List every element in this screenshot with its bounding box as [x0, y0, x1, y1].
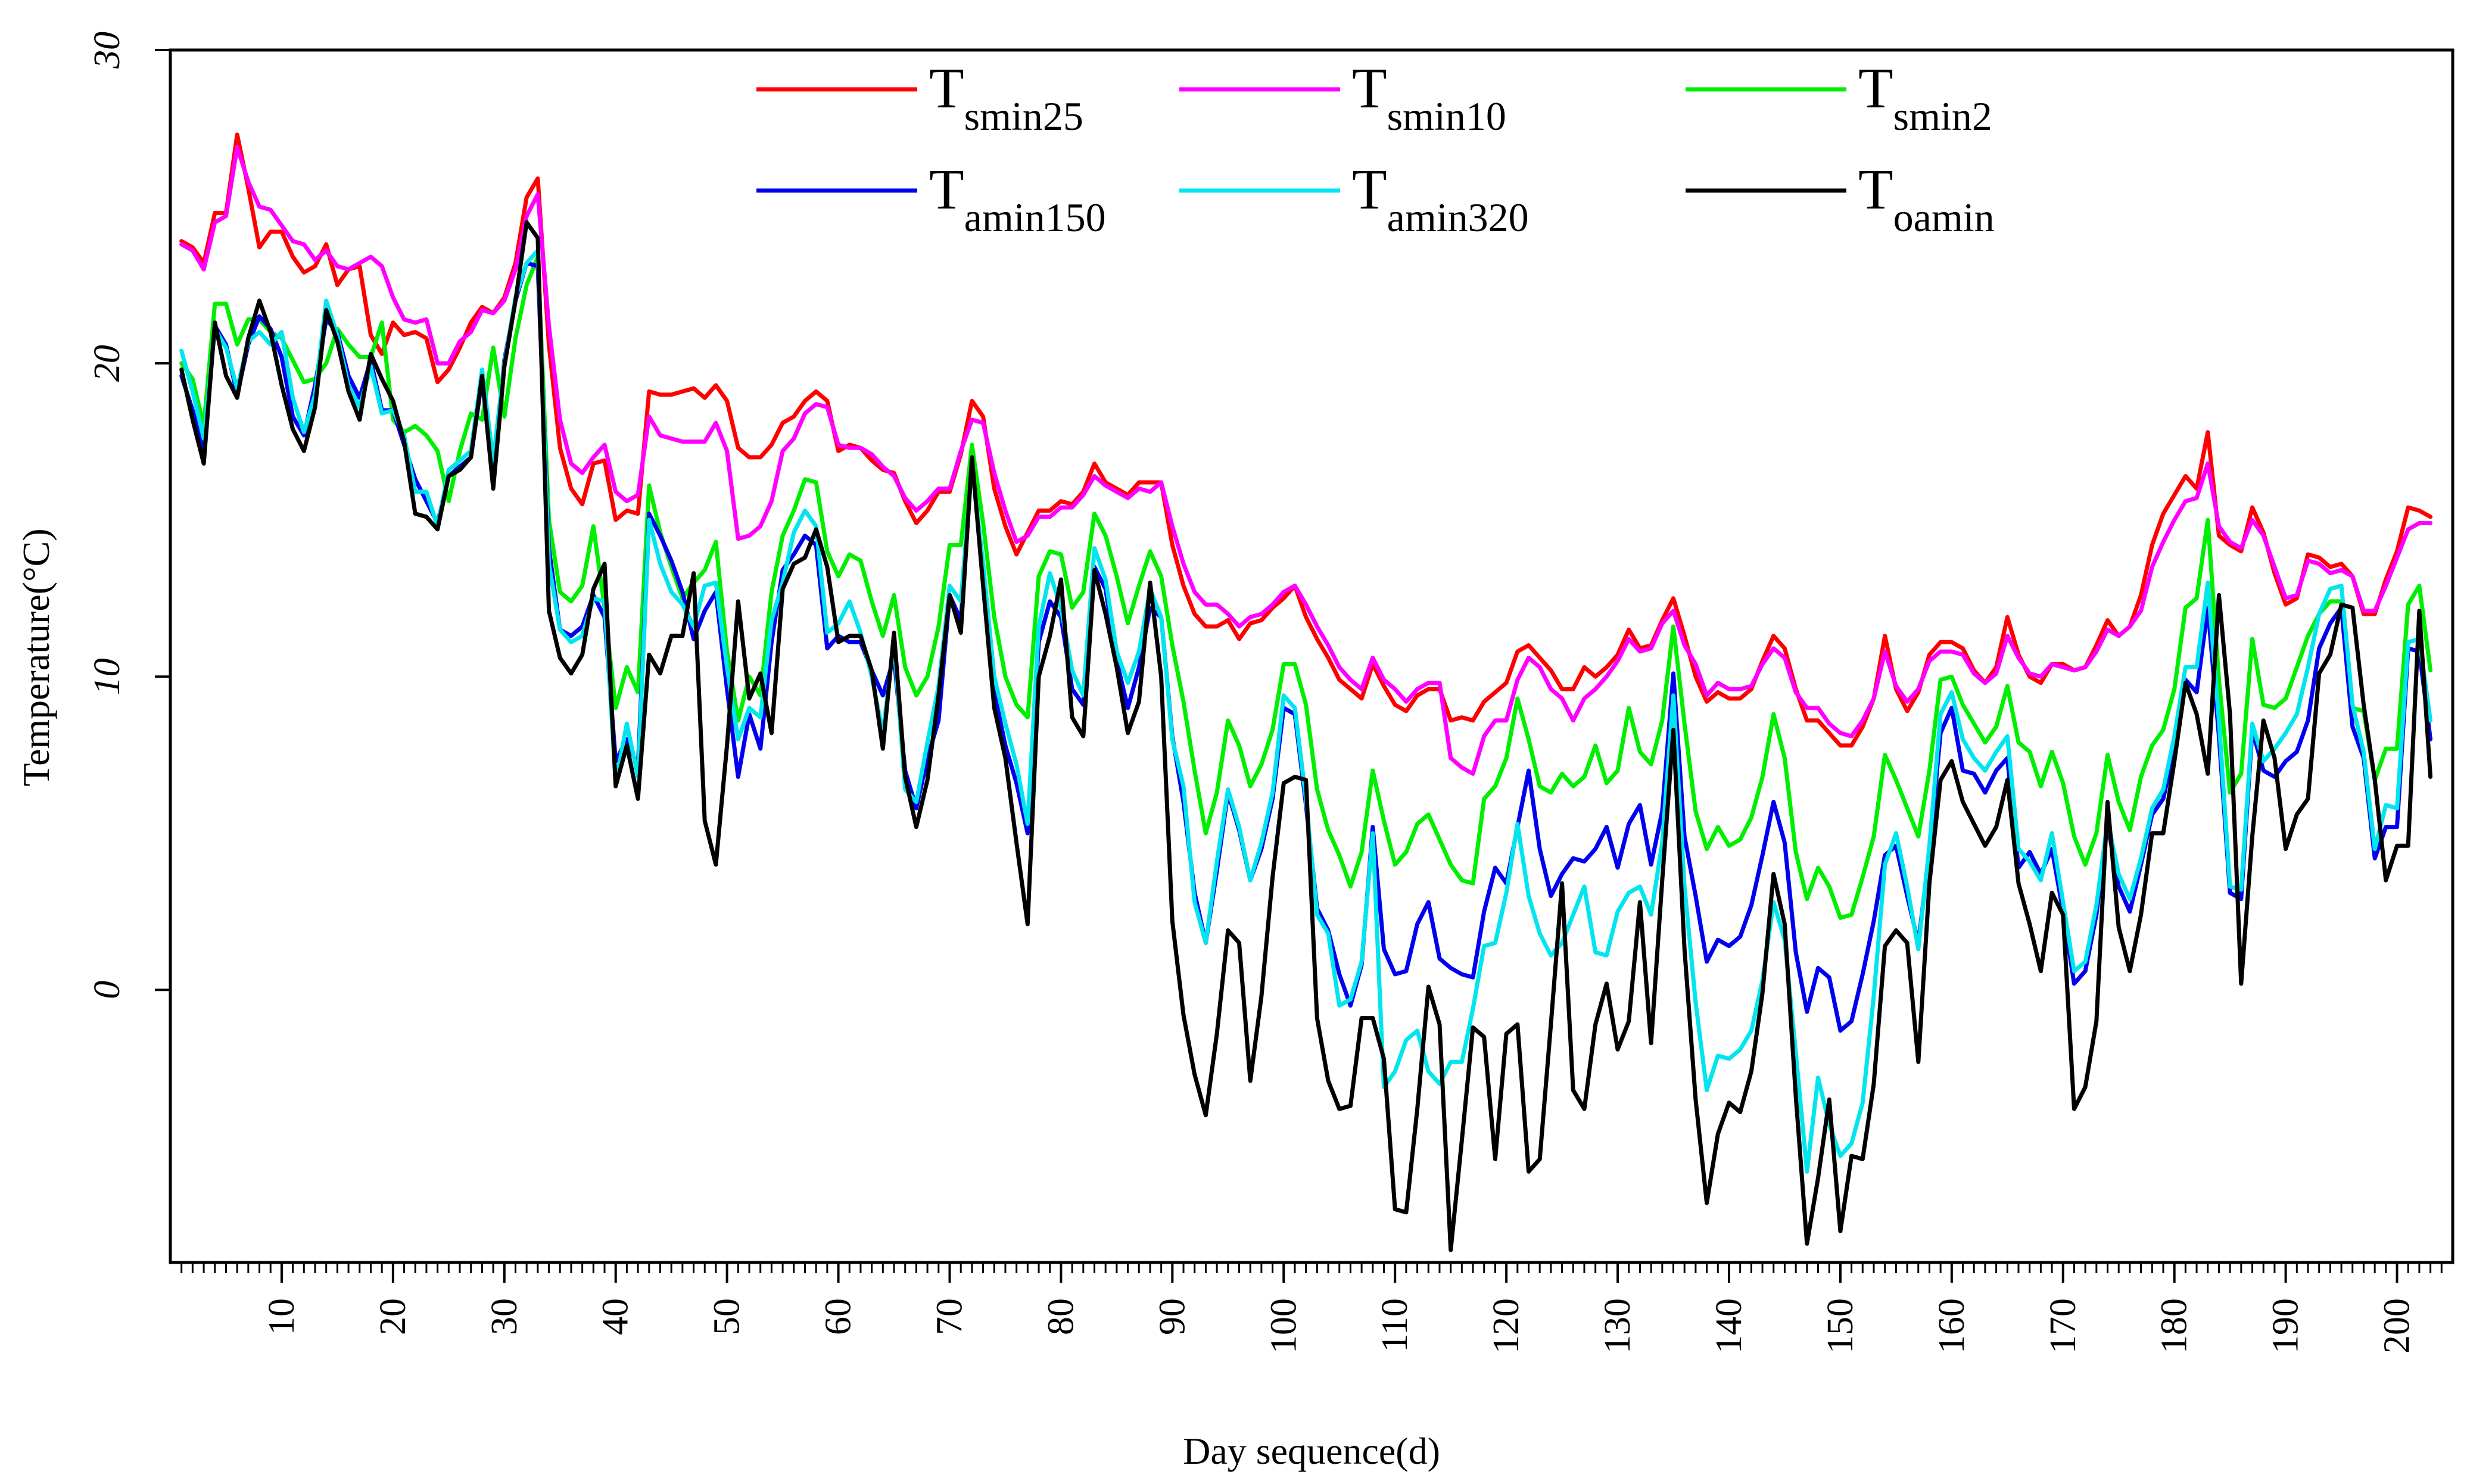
series-line-tsmin10	[179, 145, 2433, 776]
legend-label-tamin320: Tamin320	[1352, 157, 1529, 240]
x-tick-label: 30	[484, 1298, 525, 1335]
x-tick-label: 50	[707, 1298, 747, 1335]
legend-label-tsmin25: Tsmin25	[929, 56, 1083, 139]
x-tick-label: 10	[261, 1298, 302, 1335]
x-tick-label: 190	[2266, 1298, 2306, 1354]
plot-area-frame	[169, 48, 2454, 1264]
x-tick-label: 110	[1375, 1298, 1415, 1352]
y-tick-label: 30	[87, 32, 127, 69]
x-tick-label: 200	[2377, 1298, 2418, 1354]
series-line-tsmin2	[179, 254, 2433, 920]
x-tick-label: 70	[929, 1298, 970, 1335]
x-tick-label: 130	[1597, 1298, 1638, 1354]
x-tick-label: 140	[1709, 1298, 1749, 1354]
y-tick-label: 10	[87, 658, 127, 695]
x-axis-ticks: 10 20 30 40 50 60 70 80 90 100 110 120 130 140 150 160 1…	[180, 1262, 2443, 1354]
x-tick-label: 170	[2043, 1298, 2083, 1354]
legend-label-tsmin10: Tsmin10	[1352, 56, 1506, 139]
legend: Tsmin25 Tsmin10 Tsmin2 Tamin150 Tamin320 Toam…	[756, 56, 1995, 240]
y-tick-label: 0	[87, 981, 127, 999]
y-axis-ticks: 0 10 20 30	[87, 32, 170, 999]
legend-label-tsmin2: Tsmin2	[1858, 56, 1992, 139]
x-tick-label: 20	[373, 1298, 413, 1335]
x-tick-label: 120	[1486, 1298, 1527, 1354]
x-tick-label: 150	[1820, 1298, 1861, 1354]
legend-label-tamin150: Tamin150	[929, 157, 1106, 240]
series-line-toamin	[179, 220, 2433, 1252]
x-tick-label: 40	[596, 1298, 636, 1335]
legend-label-toamin: Toamin	[1858, 157, 1995, 240]
x-tick-label: 160	[1932, 1298, 1972, 1354]
x-tick-label: 60	[818, 1298, 859, 1335]
y-axis-title: Temperature(°C)	[15, 528, 57, 786]
x-tick-label: 100	[1263, 1298, 1304, 1354]
x-axis-title: Day sequence(d)	[1183, 1430, 1440, 1472]
y-tick-label: 20	[87, 345, 127, 382]
x-tick-label: 80	[1041, 1298, 1081, 1335]
data-series	[179, 132, 2433, 1252]
x-tick-label: 180	[2154, 1298, 2195, 1354]
x-tick-label: 90	[1152, 1298, 1192, 1335]
